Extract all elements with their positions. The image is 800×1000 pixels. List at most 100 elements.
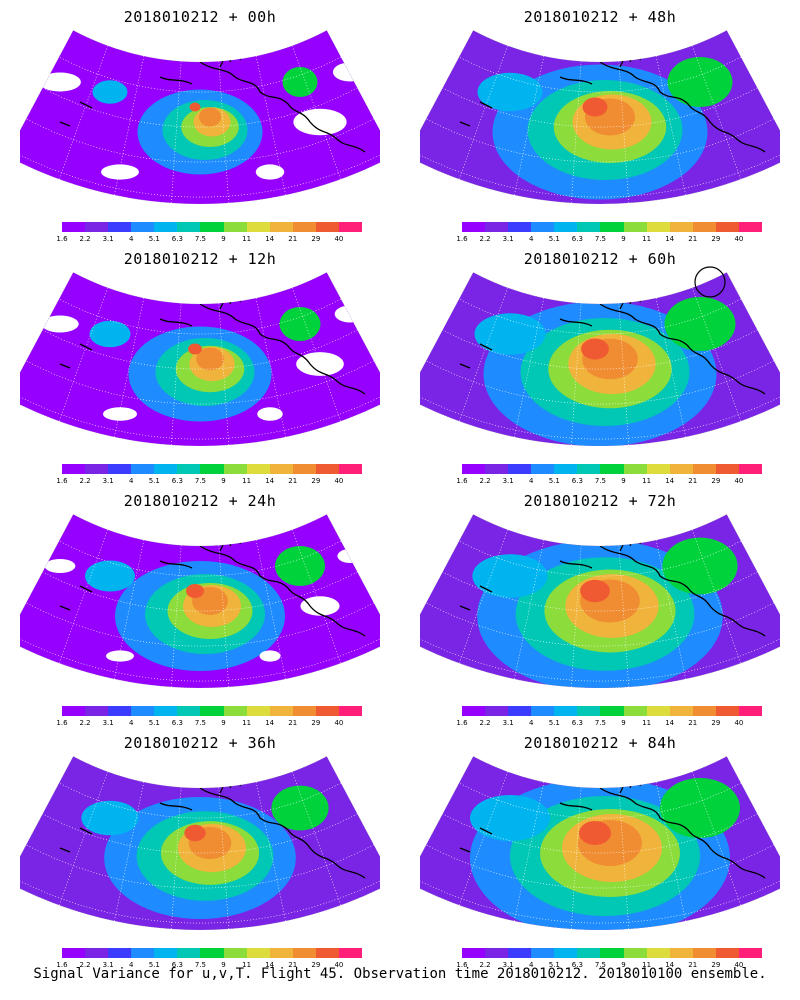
latitude-gridline [426,602,774,647]
colorbar-swatch [692,464,716,474]
colorbar-tick-label: 4 [528,961,534,969]
colorbar-swatch [292,706,316,716]
forecast-panel: 2018010212 + 84h 1.6 2.2 3.1 4 5.1 6.3 7.5 9 11 14… [400,726,800,971]
colorbar-swatch [554,948,578,958]
colorbar-tick-label: 4 [128,235,134,243]
colorbar-swatch [531,706,555,716]
colorbar-tick-label: 29 [311,477,321,485]
colorbar-tick-label: 4 [528,235,534,243]
colorbar-tick-label: 14 [265,235,275,243]
colorbar-tick-label: 11 [642,719,652,727]
colorbar-swatch [669,706,693,716]
colorbar [462,948,763,958]
figure-caption: Signal Variance for u,v,T. Flight 45. Ob… [33,966,767,982]
latitude-gridline [26,118,374,163]
colorbar-swatch [154,706,178,716]
variance-contour-region [472,554,548,598]
colorbar-swatch [223,464,247,474]
colorbar-tick-label: 14 [265,719,275,727]
colorbar-swatch [462,222,486,232]
latitude-gridline [426,360,774,405]
map-boundary [420,756,780,930]
colorbar-tick-label: 4 [128,477,134,485]
panel-title: 2018010212 + 48h [523,8,677,26]
colorbar-swatch [292,222,316,232]
no-data-region [332,62,368,82]
colorbar-tick-label: 6.3 [571,961,583,969]
colorbar-tick-label: 3.1 [502,235,514,243]
colorbar-tick-label: 4 [128,719,134,727]
polar-sector-map [420,514,780,688]
colorbar-swatch [692,222,716,232]
no-data-region [44,559,76,573]
colorbar-tick-label: 1.6 [456,235,468,243]
colorbar-tick-label: 2.2 [79,719,91,727]
colorbar-swatch [85,464,109,474]
variance-contour-region [581,338,609,360]
variance-contour-region [196,347,224,371]
variance-contour-region [580,579,610,603]
colorbar [62,222,363,232]
colorbar-swatch [177,948,201,958]
latitude-gridline [42,571,358,612]
forecast-panel: 2018010212 + 12h 1.6 2.2 3.1 4 5.1 6.3 7.5 9 11 14… [0,242,400,487]
colorbar-swatch [462,948,486,958]
colorbar-tick-label: 7.5 [194,961,207,969]
panel-title: 2018010212 + 24h [123,492,277,510]
latitude-gridline [42,329,358,370]
colorbar-tick-label: 40 [734,961,744,969]
colorbar-swatch [669,464,693,474]
observation-circle-marker [694,266,726,298]
polar-sector-map [420,30,780,204]
colorbar-tick-label: 5.1 [548,719,560,727]
colorbar-swatch [177,464,201,474]
colorbar-tick-label: 9 [621,235,626,243]
colorbar-tick-label: 9 [621,719,626,727]
colorbar-tick-label: 29 [711,235,721,243]
colorbar-swatch [177,222,201,232]
colorbar-tick-label: 4 [128,961,134,969]
colorbar-tick-label: 40 [334,719,344,727]
variance-contour-region [279,307,321,341]
variance-contour-region [92,80,128,104]
colorbar-swatch [338,464,363,474]
map-boundary [20,30,380,204]
colorbar-tick-label: 40 [334,235,344,243]
colorbar-swatch [692,706,716,716]
colorbar-swatch [577,464,601,474]
colorbar-tick-label: 4 [528,719,534,727]
latitude-gridline [442,813,758,854]
colorbar-tick-label: 7.5 [194,719,207,727]
colorbar-tick-label: 29 [711,477,721,485]
colorbar-swatch [600,464,624,474]
variance-contour-region [282,67,318,97]
colorbar-swatch [554,222,578,232]
colorbar-swatch [108,222,132,232]
colorbar-tick-label: 4 [528,477,534,485]
forecast-panel: 2018010212 + 72h 1.6 2.2 3.1 4 5.1 6.3 7.5 9 11 14… [400,484,800,729]
latitude-gridline [58,298,342,335]
colorbar-tick-label: 40 [734,719,744,727]
forecast-panel: 2018010212 + 00h 1.6 2.2 3.1 4 5.1 6.3 7.5 9 11 14… [0,0,400,245]
colorbar-swatch [600,222,624,232]
panel-title: 2018010212 + 12h [123,250,277,268]
colorbar-tick-label: 40 [334,477,344,485]
colorbar-swatch [292,464,316,474]
colorbar-tick-label: 21 [288,235,298,243]
colorbar-tick-label: 3.1 [102,235,114,243]
panel-title: 2018010212 + 60h [523,250,677,268]
colorbar-swatch [623,222,647,232]
colorbar-labels: 1.6 2.2 3.1 4 5.1 6.3 7.5 9 11 14 21 29 40 [456,961,762,971]
colorbar-tick-label: 14 [665,477,675,485]
colorbar [462,222,763,232]
colorbar-swatch [508,464,532,474]
colorbar-tick-label: 40 [334,961,344,969]
polar-sector-map [420,266,780,446]
colorbar-swatch [738,706,763,716]
colorbar-tick-label: 5.1 [148,719,160,727]
variance-contour-region [184,824,206,842]
colorbar-swatch [269,706,293,716]
colorbar-tick-label: 1.6 [56,961,68,969]
colorbar-tick-label: 5.1 [548,961,560,969]
colorbar-swatch [646,706,670,716]
